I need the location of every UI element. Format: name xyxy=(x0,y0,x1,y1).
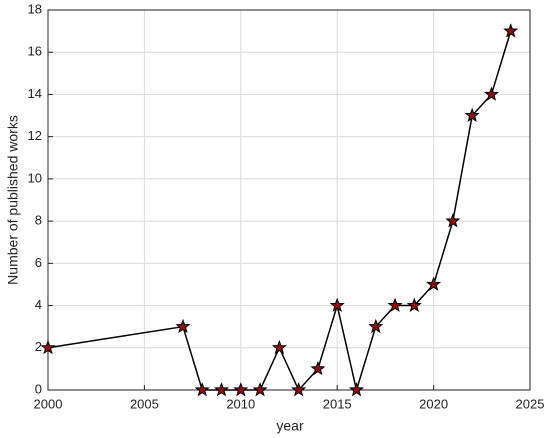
data-marker xyxy=(175,318,191,334)
data-marker xyxy=(387,297,403,312)
y-tick-label: 16 xyxy=(28,44,42,59)
data-marker xyxy=(426,276,442,291)
data-marker xyxy=(291,382,307,397)
data-marker xyxy=(348,382,365,397)
y-tick-label: 14 xyxy=(28,86,42,101)
data-marker xyxy=(213,382,230,397)
data-marker xyxy=(233,382,249,397)
data-marker xyxy=(310,360,326,376)
x-tick-label: 2015 xyxy=(323,396,352,411)
data-marker xyxy=(329,297,345,312)
y-tick-label: 6 xyxy=(35,255,42,270)
y-tick-label: 0 xyxy=(35,381,42,396)
data-marker xyxy=(483,86,499,101)
x-tick-label: 2000 xyxy=(34,396,63,411)
y-tick-label: 4 xyxy=(35,297,42,312)
data-marker xyxy=(271,339,287,355)
data-line xyxy=(47,30,512,393)
data-marker xyxy=(464,107,480,122)
data-marker xyxy=(368,318,384,334)
y-tick-label: 8 xyxy=(35,213,42,228)
data-marker xyxy=(252,382,268,397)
x-tick-label: 2025 xyxy=(516,396,545,411)
data-marker xyxy=(503,23,519,38)
data-marker xyxy=(445,213,461,228)
x-tick-label: 2020 xyxy=(419,396,448,411)
data-marker xyxy=(40,339,56,355)
x-tick-label: 2010 xyxy=(226,396,255,411)
y-tick-label: 2 xyxy=(35,339,42,354)
plot-frame xyxy=(47,9,531,391)
data-marker xyxy=(406,297,422,312)
x-axis-label: year xyxy=(276,418,304,434)
y-tick-label: 18 xyxy=(28,1,42,16)
y-axis-label: Number of published works xyxy=(5,115,21,285)
x-tick-label: 2005 xyxy=(130,396,159,411)
y-tick-label: 12 xyxy=(28,128,42,143)
y-tick-label: 10 xyxy=(28,170,42,185)
data-marker xyxy=(194,382,210,397)
